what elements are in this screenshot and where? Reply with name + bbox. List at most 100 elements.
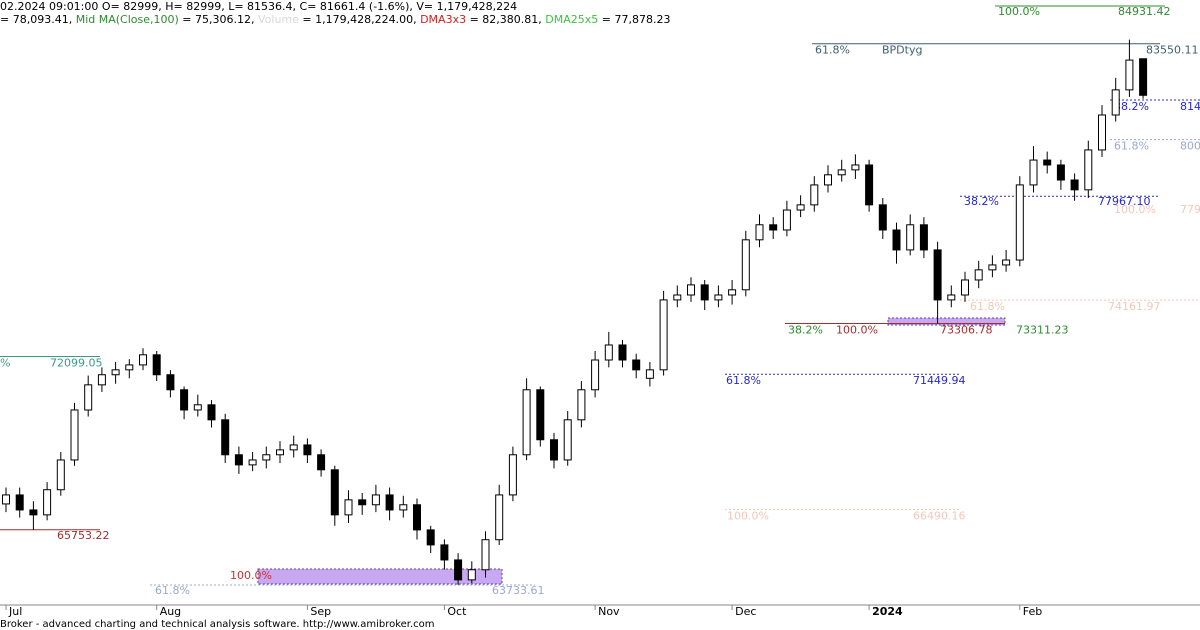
candle-body — [618, 344, 627, 361]
candle-body — [56, 459, 65, 491]
zone — [887, 317, 1006, 326]
x-tick-label: Aug — [160, 605, 181, 618]
candle-body — [303, 444, 312, 456]
candle-body — [180, 389, 189, 411]
candle-body — [289, 444, 298, 451]
level-label: 8149 — [1180, 100, 1200, 113]
level-name: BPDtyg — [882, 44, 922, 57]
candle-body — [1125, 59, 1134, 91]
candle-body — [741, 239, 750, 291]
candle-body — [865, 164, 874, 206]
candle-body — [152, 354, 161, 376]
level-percent: 38.2% — [1114, 100, 1149, 113]
x-tick-label: Nov — [598, 605, 620, 618]
level-percent: 61.8% — [726, 374, 761, 387]
level-label: 7797 — [1180, 203, 1200, 216]
candle-body — [111, 369, 120, 376]
candle-body — [413, 504, 421, 531]
candle-body — [577, 389, 586, 421]
footer: Broker - advanced charting and technical… — [0, 619, 435, 630]
candle-body — [344, 499, 353, 516]
candle-body — [467, 569, 476, 581]
candle-body — [29, 509, 38, 516]
header-line: = 78,093.41, Mid MA(Close,100) = 75,306.… — [0, 13, 670, 26]
candle-body — [495, 494, 504, 541]
candle-body — [454, 559, 463, 581]
x-tick-label: 2024 — [872, 605, 903, 618]
candle-body — [933, 249, 942, 301]
candle-body — [700, 284, 709, 301]
level-label: 8004 — [1180, 140, 1200, 153]
x-tick-label: Oct — [447, 605, 467, 618]
level-percent: % — [0, 356, 10, 369]
candle-body — [248, 459, 257, 466]
candle-body — [399, 504, 408, 511]
level-percent: 100.0% — [998, 5, 1040, 18]
level-label: 73306.78 — [940, 323, 993, 336]
level-percent: 61.8% — [1114, 140, 1149, 153]
candle-body — [522, 389, 531, 456]
candle-body — [317, 454, 326, 471]
candle-body — [1139, 58, 1148, 96]
candle-body — [714, 294, 723, 301]
x-tick-label: Jul — [8, 605, 22, 618]
level-label: 83550.11 — [1146, 44, 1199, 57]
candle-body — [70, 409, 79, 461]
level-percent: 100.0% — [727, 510, 769, 523]
candle-body — [1098, 114, 1106, 151]
level-label: 71449.94 — [913, 374, 966, 387]
level-label: 72099.05 — [50, 356, 103, 369]
candle-body — [166, 374, 175, 391]
candle-body — [84, 384, 93, 411]
level-percent: 61.8% — [155, 584, 190, 597]
candle-body — [769, 224, 778, 231]
candle-body — [837, 169, 846, 176]
candle-body — [440, 544, 449, 561]
candle-body — [632, 359, 641, 371]
candle-body — [1002, 259, 1011, 266]
candle-body — [1111, 89, 1120, 116]
header-segment: DMA3x3 — [420, 13, 466, 26]
candle-body — [330, 469, 339, 516]
candle-body — [43, 489, 52, 516]
candle-body — [563, 419, 572, 461]
candle-body — [426, 529, 435, 546]
level-percent: 100.0% — [836, 323, 878, 336]
candle-body — [193, 404, 202, 411]
candle-body — [371, 494, 380, 506]
level-percent: 38.2% — [964, 195, 999, 208]
candle-body — [892, 229, 901, 251]
candle-body — [1029, 159, 1038, 186]
header-segment: = 82,380.81, — [466, 13, 545, 26]
candle-body — [906, 224, 915, 251]
candle-body — [591, 359, 600, 391]
candle-body — [782, 209, 791, 231]
x-tick-label: Feb — [1023, 605, 1042, 618]
candle-body — [97, 374, 106, 386]
level-label: 84931.42 — [1118, 5, 1171, 18]
candle-body — [659, 299, 668, 371]
candle-body — [508, 454, 517, 496]
candle-body — [673, 294, 682, 301]
level-label: 63733.61 — [492, 584, 545, 597]
candle-body — [810, 184, 819, 206]
header-segment: = 75,306.12, — [179, 13, 258, 26]
header-segment: = 77,878.23 — [598, 13, 670, 26]
candle-body — [755, 224, 764, 241]
candle-body — [974, 269, 983, 281]
candle-body — [262, 454, 271, 461]
candle-body — [851, 164, 860, 171]
candle-body — [1084, 149, 1093, 191]
candle-body — [878, 204, 887, 231]
candle-body — [550, 439, 558, 461]
candle-body — [947, 294, 956, 301]
candle-body — [276, 449, 284, 456]
level-label: 73311.23 — [1016, 323, 1069, 336]
candle-body — [125, 364, 134, 371]
candle-body — [207, 404, 216, 421]
candle-body — [234, 454, 243, 466]
header-segment: = 78,093.41, — [0, 13, 76, 26]
candle-body — [2, 494, 10, 505]
